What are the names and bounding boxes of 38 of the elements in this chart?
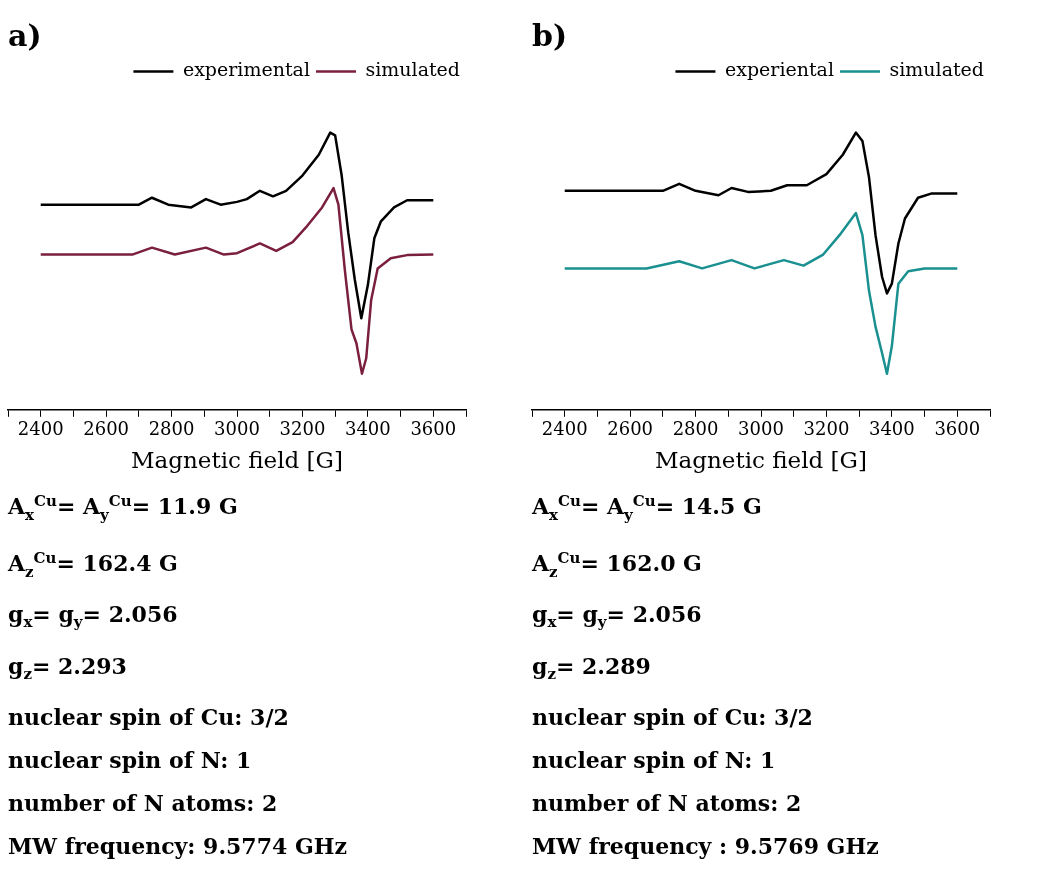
text: nuclear spin of Cu: 3/2 <box>532 703 814 733</box>
x-tick-label: 2800 <box>148 418 195 440</box>
text: nuclear spin of N: 1 <box>532 746 777 776</box>
x-tick-label: 2800 <box>672 418 719 440</box>
text: nuclear spin of N: 1 <box>8 746 253 776</box>
x-tick-label: 3600 <box>410 418 457 440</box>
x-tick-label: 2600 <box>607 418 654 440</box>
x-tick-label: 3400 <box>868 418 915 440</box>
x-tick-label: 2400 <box>17 418 64 440</box>
x-tick-label: 2400 <box>541 418 588 440</box>
text: g$_{z}$= 2.293 <box>8 651 128 686</box>
text: g$_{x}$= g$_{y}$= 2.056 <box>8 600 179 634</box>
x-tick-label: 3200 <box>279 418 326 440</box>
legend-label: experimental <box>182 58 310 81</box>
x-tick-label: 2600 <box>83 418 130 440</box>
x-tick-label: 3000 <box>738 418 784 440</box>
text: g$_{z}$= 2.289 <box>532 651 652 686</box>
chart-title: a) <box>8 17 42 53</box>
legend-label: simulated <box>889 58 984 81</box>
x-axis-title: Magnetic field [G] <box>655 447 867 474</box>
text: g$_{x}$= g$_{y}$= 2.056 <box>532 600 703 634</box>
text: A$_{x}$$^{Cu}$= A$_{y}$$^{Cu}$= 11.9 G <box>8 491 239 526</box>
x-tick-label: 3600 <box>934 418 981 440</box>
text: MW frequency: 9.5774 GHz <box>8 832 349 862</box>
text: A$_{z}$$^{Cu}$= 162.4 G <box>8 547 179 583</box>
x-axis-title: Magnetic field [G] <box>131 447 343 474</box>
text: MW frequency : 9.5769 GHz <box>532 832 880 862</box>
chart-title: b) <box>532 17 568 53</box>
legend-label: simulated <box>365 58 460 81</box>
x-tick-label: 3000 <box>214 418 260 440</box>
x-tick-label: 3400 <box>344 418 391 440</box>
text: A$_{x}$$^{Cu}$= A$_{y}$$^{Cu}$= 14.5 G <box>532 491 763 526</box>
text: nuclear spin of Cu: 3/2 <box>8 703 290 733</box>
text: number of N atoms: 2 <box>532 789 803 819</box>
legend-label: experiental <box>724 58 834 81</box>
text: number of N atoms: 2 <box>8 789 279 819</box>
text: A$_{z}$$^{Cu}$= 162.0 G <box>532 547 703 583</box>
x-tick-label: 3200 <box>803 418 850 440</box>
